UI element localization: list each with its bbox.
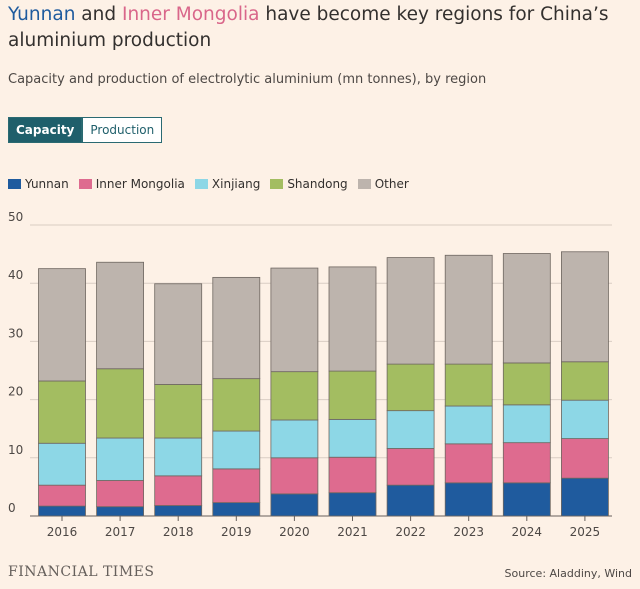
bar-segment-inner-mongolia — [96, 480, 144, 508]
legend-item: Xinjiang — [194, 177, 261, 191]
bar-segment-other — [38, 268, 86, 382]
bar-segment-yunnan — [328, 492, 377, 517]
bar-segment-shandong — [270, 371, 319, 421]
legend-label: Shandong — [287, 177, 348, 191]
legend: Yunnan Inner Mongolia Xinjiang Shandong Othe… — [8, 177, 409, 191]
legend-item: Shandong — [270, 177, 348, 191]
bar-segment-shandong — [154, 384, 203, 439]
bar-segment-other — [328, 266, 377, 372]
ft-logo: FINANCIAL TIMES — [8, 564, 155, 580]
legend-item: Inner Mongolia — [78, 177, 185, 191]
x-tick-label: 2020 — [279, 525, 310, 539]
bar-segment-shandong — [328, 370, 377, 420]
legend-swatch — [357, 179, 371, 189]
title-yunnan: Yunnan — [8, 4, 76, 25]
bar-segment-inner-mongolia — [561, 438, 609, 479]
legend-swatch — [8, 179, 21, 189]
bar-segment-inner-mongolia — [212, 468, 261, 504]
bar-segment-other — [386, 257, 435, 365]
chart-subtitle: Capacity and production of electrolytic … — [8, 72, 487, 87]
bar-segment-inner-mongolia — [386, 448, 435, 486]
legend-item: Yunnan — [8, 177, 69, 191]
y-tick-label: 50 — [8, 210, 23, 224]
bar-segment-inner-mongolia — [502, 442, 551, 484]
title-text: have become key regions for China’s alum… — [8, 4, 609, 51]
x-tick-label: 2018 — [163, 525, 194, 539]
bar-segment-yunnan — [270, 493, 319, 517]
bar-segment-shandong — [38, 380, 86, 444]
legend-item: Other — [357, 177, 409, 191]
title-text: and — [75, 4, 122, 25]
bar-segment-xinjiang — [502, 404, 551, 444]
bar-segment-xinjiang — [154, 437, 203, 477]
bar-segment-yunnan — [444, 482, 493, 517]
y-tick-label: 0 — [8, 501, 16, 515]
bar-segment-other — [270, 267, 319, 373]
x-tick-label: 2025 — [570, 525, 601, 539]
x-tick-label: 2021 — [337, 525, 368, 539]
chart-title: Yunnan and Inner Mongolia have become ke… — [8, 2, 633, 54]
legend-label: Other — [374, 177, 409, 191]
bar-segment-other — [154, 283, 203, 385]
bar-segment-yunnan — [96, 506, 144, 517]
bar-segment-xinjiang — [444, 405, 493, 445]
y-tick-label: 10 — [8, 443, 23, 457]
bar-segment-yunnan — [154, 505, 203, 517]
y-tick-label: 20 — [8, 385, 23, 399]
bar-segment-other — [212, 276, 261, 380]
tab-production[interactable]: Production — [82, 117, 163, 143]
tab-capacity[interactable]: Capacity — [8, 117, 83, 143]
bar-segment-xinjiang — [96, 437, 144, 481]
bar-segment-yunnan — [561, 477, 609, 517]
source-note: Source: Aladdiny, Wind — [504, 567, 632, 580]
x-tick-label: 2016 — [47, 525, 78, 539]
y-tick-label: 30 — [8, 326, 23, 340]
bar-segment-xinjiang — [270, 419, 319, 459]
bar-segment-shandong — [212, 378, 261, 432]
bar-segment-shandong — [561, 361, 609, 401]
bar-segment-shandong — [96, 368, 144, 439]
bar-segment-inner-mongolia — [38, 484, 86, 507]
bar-segment-xinjiang — [38, 442, 86, 486]
bar-segment-inner-mongolia — [328, 456, 377, 494]
view-tabs: Capacity Production — [8, 117, 163, 143]
bar-segment-inner-mongolia — [154, 475, 203, 506]
bar-segment-yunnan — [38, 505, 86, 517]
bar-segment-yunnan — [502, 482, 551, 517]
x-tick-label: 2022 — [395, 525, 426, 539]
bar-segment-other — [502, 253, 551, 364]
legend-label: Xinjiang — [211, 177, 261, 191]
bar-segment-xinjiang — [386, 410, 435, 449]
bar-segment-shandong — [386, 363, 435, 412]
x-tick-label: 2024 — [512, 525, 543, 539]
bar-segment-xinjiang — [561, 399, 609, 439]
x-tick-label: 2019 — [221, 525, 252, 539]
legend-label: Yunnan — [25, 177, 69, 191]
legend-swatch — [78, 179, 92, 189]
legend-swatch — [270, 179, 284, 189]
bar-segment-yunnan — [212, 502, 261, 517]
bar-segment-xinjiang — [328, 418, 377, 458]
bar-segment-other — [96, 261, 144, 370]
bar-segment-xinjiang — [212, 430, 261, 470]
bar-segment-inner-mongolia — [444, 443, 493, 484]
title-inner-mongolia: Inner Mongolia — [122, 4, 260, 25]
bar-segment-shandong — [444, 363, 493, 407]
bar-segment-other — [444, 254, 493, 365]
y-tick-label: 40 — [8, 268, 23, 282]
bar-segment-other — [561, 251, 609, 363]
bar-segment-inner-mongolia — [270, 457, 319, 495]
bar-segment-yunnan — [386, 484, 435, 517]
x-tick-label: 2023 — [453, 525, 484, 539]
legend-swatch — [194, 179, 208, 189]
bar-segment-shandong — [502, 362, 551, 406]
legend-label: Inner Mongolia — [95, 177, 185, 191]
x-tick-label: 2017 — [105, 525, 136, 539]
